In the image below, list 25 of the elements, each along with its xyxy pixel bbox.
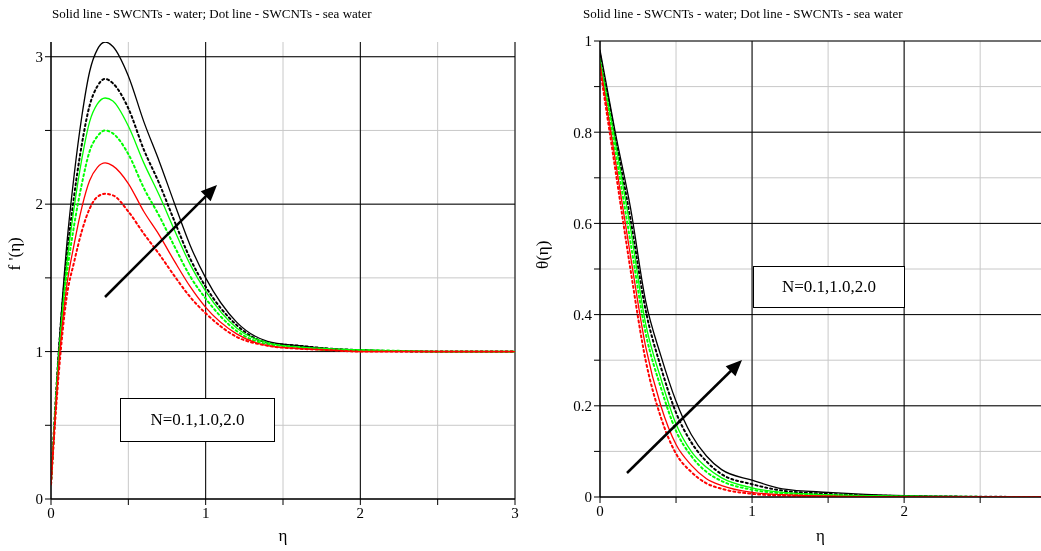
text-box: N=0.1,1.0,2.0 (753, 266, 905, 308)
chart-title: Solid line - SWCNTs - water; Dot line - SWCNTs - sea water (583, 6, 903, 22)
x-tick-label: 2 (900, 502, 908, 519)
x-tick-label: 1 (201, 504, 210, 521)
x-tick-label: 0 (47, 504, 55, 521)
y-tick-label: 0 (584, 489, 592, 506)
y-tick-label: 2 (35, 196, 43, 213)
y-tick-label: 0.4 (573, 306, 593, 323)
x-tick-label: 0 (596, 502, 604, 519)
y-tick-label: 0 (35, 491, 43, 508)
x-tick-label: 3 (511, 504, 519, 521)
y-tick-label: 3 (35, 49, 43, 66)
x-tick-label: 1 (748, 502, 756, 519)
y-tick-label: 1 (584, 33, 592, 50)
y-axis-title: f '(η) (5, 237, 25, 271)
text-box: N=0.1,1.0,2.0 (120, 398, 275, 442)
x-axis-title: η (816, 526, 825, 545)
y-axis-title: θ(η) (533, 240, 553, 269)
y-tick-label: 1 (35, 343, 43, 360)
y-tick-label: 0.8 (573, 124, 592, 141)
x-tick-label: 2 (356, 504, 365, 521)
y-tick-label: 0.2 (573, 398, 592, 415)
x-axis-title: η (278, 526, 288, 545)
y-tick-label: 0.6 (573, 215, 593, 232)
chart-title: Solid line - SWCNTs - water; Dot line - SWCNTs - sea water (52, 6, 372, 22)
